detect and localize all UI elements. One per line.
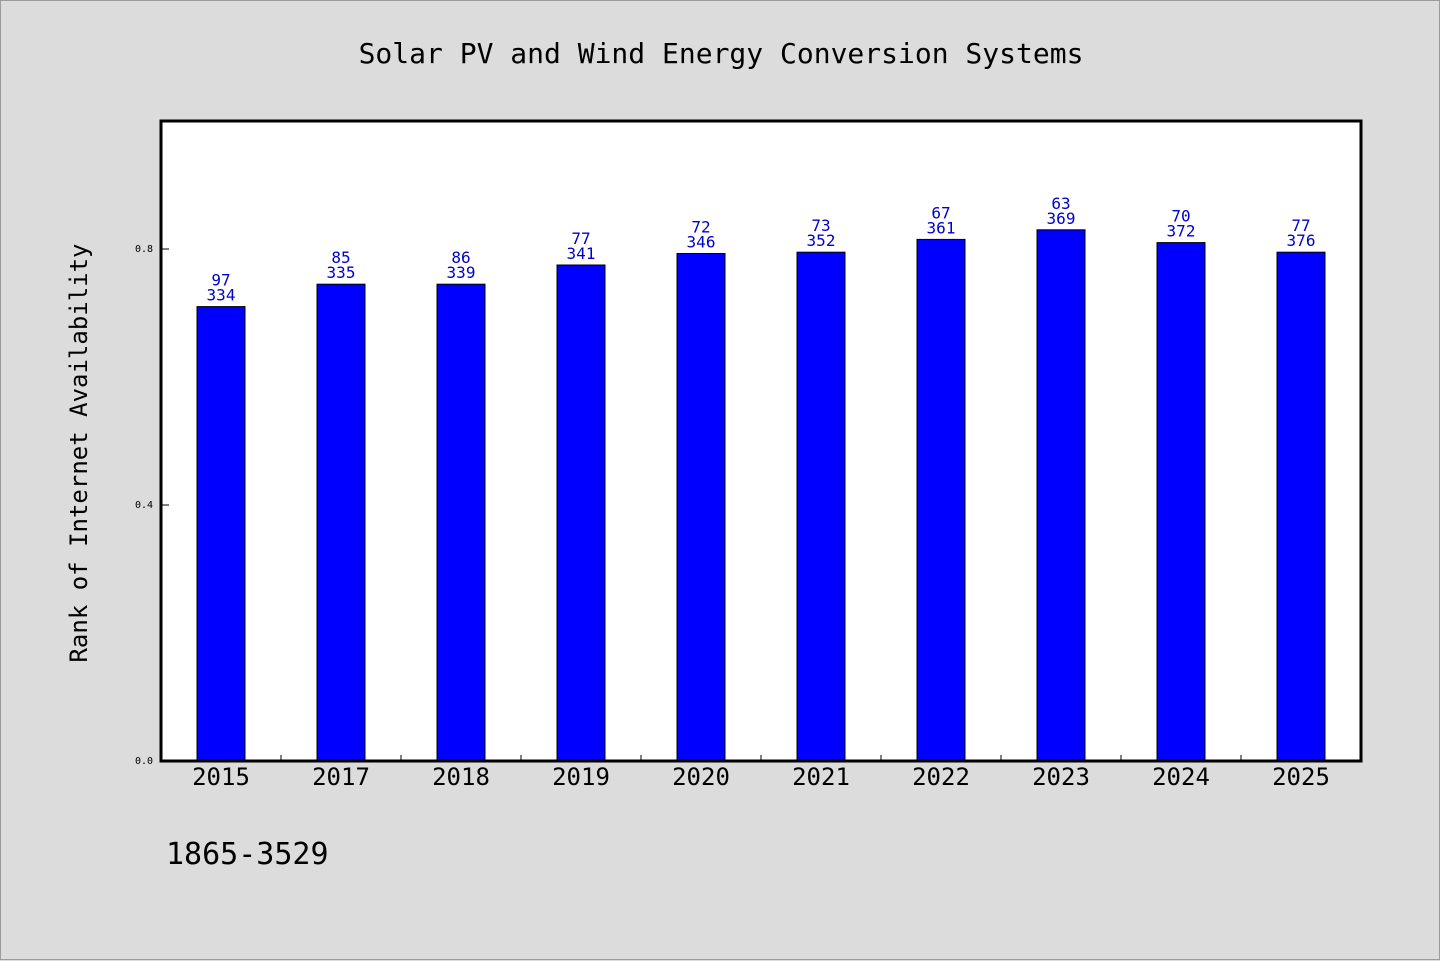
bar-2015	[196, 306, 246, 762]
y-tick-label: 0.4	[135, 500, 153, 511]
bar-bottom-label-2022: 361	[927, 218, 956, 237]
x-tick-label-2020: 2020	[672, 763, 730, 791]
bar-bottom-label-2020: 346	[687, 232, 716, 251]
footnote: 1865-3529	[166, 837, 329, 872]
x-tick-label-2015: 2015	[192, 763, 250, 791]
bar-bottom-label-2021: 352	[807, 231, 836, 250]
bar-bottom-label-2023: 369	[1047, 209, 1076, 228]
bar-2021	[796, 251, 846, 762]
bar-top-label-2022: 67	[931, 203, 950, 222]
bar-top-label-2020: 72	[691, 217, 710, 236]
bar-2025	[1276, 251, 1326, 762]
bar-labels-layer: 9733485335863397734172346733526736163369…	[207, 194, 1316, 305]
x-tick-label-2022: 2022	[912, 763, 970, 791]
bar-bottom-label-2017: 335	[327, 263, 356, 282]
bar-bottom-label-2019: 341	[567, 244, 596, 263]
x-tick-label-2023: 2023	[1032, 763, 1090, 791]
axis-layer: 2015 2017 2018 2019 2020 2021 2022 2023 2024 2025…	[135, 244, 1330, 791]
bar-top-label-2021: 73	[811, 216, 830, 235]
bar-2019	[556, 264, 606, 762]
y-tick-label: 0.0	[135, 756, 153, 767]
bar-2022	[916, 238, 966, 762]
bar-top-label-2017: 85	[331, 248, 350, 267]
x-tick-label-2021: 2021	[792, 763, 850, 791]
bar-bottom-label-2025: 376	[1287, 231, 1316, 250]
bars-layer	[196, 229, 1326, 762]
chart-title: Solar PV and Wind Energy Conversion Syst…	[359, 37, 1084, 70]
x-tick-label-2018: 2018	[432, 763, 490, 791]
y-axis-label: Rank of Internet Availability	[65, 243, 93, 662]
bar-2024	[1156, 242, 1206, 762]
bar-top-label-2018: 86	[451, 248, 470, 267]
x-tick-label-2019: 2019	[552, 763, 610, 791]
bar-top-label-2015: 97	[211, 271, 230, 290]
bar-2017	[316, 283, 366, 762]
x-tick-label-2017: 2017	[312, 763, 370, 791]
bar-2020	[676, 252, 726, 762]
bar-2018	[436, 283, 486, 762]
x-tick-label-2024: 2024	[1152, 763, 1210, 791]
bar-top-label-2024: 70	[1171, 207, 1190, 226]
bar-top-label-2023: 63	[1051, 194, 1070, 213]
bar-bottom-label-2015: 334	[207, 286, 236, 305]
bar-bottom-label-2018: 339	[447, 263, 476, 282]
x-tick-label-2025: 2025	[1272, 763, 1330, 791]
bar-top-label-2019: 77	[571, 229, 590, 248]
bar-top-label-2025: 77	[1291, 216, 1310, 235]
bar-2023	[1036, 229, 1086, 762]
plot-frame	[159, 119, 1363, 763]
bar-bottom-label-2024: 372	[1167, 222, 1196, 241]
y-tick-label: 0.8	[135, 244, 153, 255]
